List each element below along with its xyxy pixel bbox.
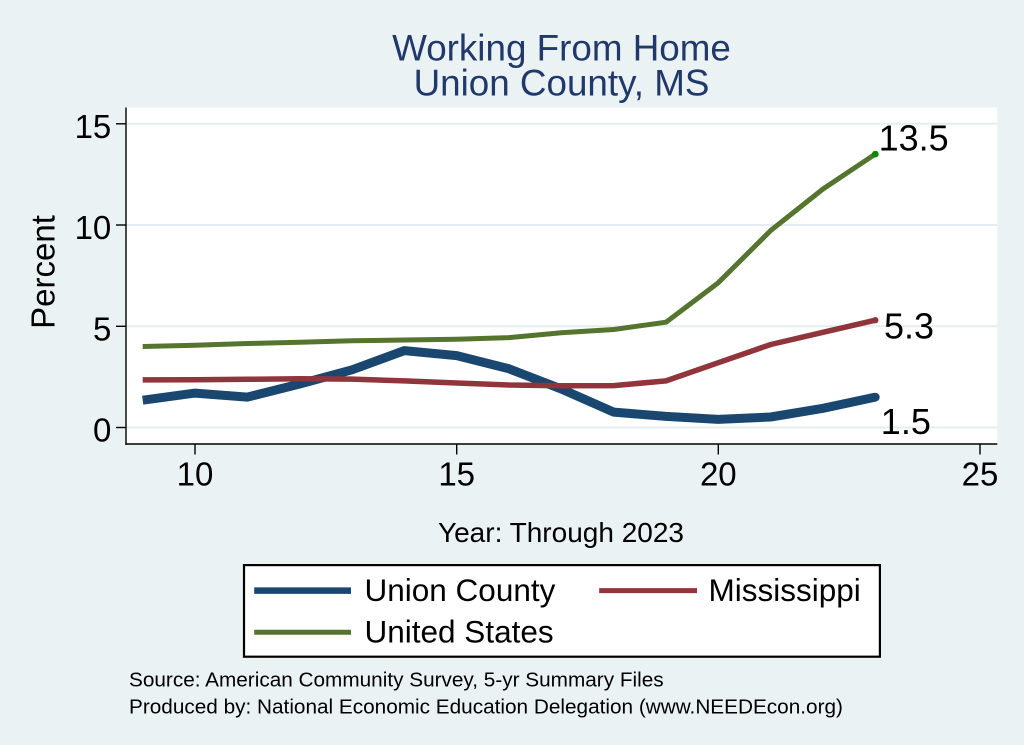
svg-text:Working From Home: Working From Home bbox=[392, 27, 731, 68]
svg-text:1.5: 1.5 bbox=[881, 401, 931, 442]
svg-text:Union County, MS: Union County, MS bbox=[414, 63, 710, 104]
svg-text:10: 10 bbox=[75, 209, 112, 246]
svg-text:5.3: 5.3 bbox=[884, 306, 934, 347]
svg-text:10: 10 bbox=[177, 456, 214, 493]
svg-text:15: 15 bbox=[438, 456, 475, 493]
svg-text:13.5: 13.5 bbox=[879, 118, 949, 159]
svg-text:United States: United States bbox=[365, 613, 554, 649]
svg-text:Union County: Union County bbox=[365, 572, 556, 608]
svg-text:5: 5 bbox=[93, 310, 111, 347]
svg-text:15: 15 bbox=[75, 108, 112, 145]
svg-text:20: 20 bbox=[700, 456, 737, 493]
svg-text:Year: Through 2023: Year: Through 2023 bbox=[438, 517, 684, 548]
svg-text:0: 0 bbox=[93, 412, 111, 449]
svg-text:Mississippi: Mississippi bbox=[709, 572, 861, 608]
svg-text:Produced by: National Economic: Produced by: National Economic Education… bbox=[129, 695, 843, 718]
svg-text:Source: American Community Sur: Source: American Community Survey, 5-yr … bbox=[129, 669, 664, 692]
svg-text:25: 25 bbox=[962, 456, 999, 493]
svg-text:Percent: Percent bbox=[25, 215, 62, 329]
